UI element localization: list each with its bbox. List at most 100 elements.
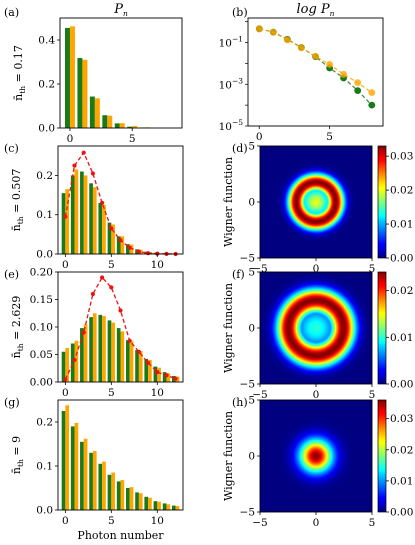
bar-orange-1 [74, 422, 79, 510]
bar-orange-5 [111, 224, 115, 254]
bar-orange-11 [166, 504, 171, 510]
fit-point-6 [118, 238, 123, 243]
bar-green-1 [70, 426, 75, 510]
bar-orange-1 [74, 169, 79, 254]
ytick-label: 0.15 [30, 294, 53, 306]
bar-green-7 [126, 244, 130, 254]
ytick-label: 0.2 [36, 170, 53, 182]
xtick-label: 0 [62, 387, 69, 399]
bar-orange-2 [83, 438, 88, 510]
bar-green-10 [153, 366, 158, 382]
bar-green-12 [171, 505, 176, 510]
xtick-label: 5 [108, 259, 115, 271]
ytick-label: −5 [240, 379, 255, 391]
bar-green-6 [116, 236, 121, 254]
panel-title: Pn [113, 2, 128, 18]
log-point-orange-0 [255, 25, 263, 33]
xtick-label: 0 [313, 389, 320, 401]
bar-orange-6 [120, 331, 125, 382]
panel-label: (b) [232, 6, 248, 19]
ytick-label: 0.1 [36, 209, 53, 221]
bar-orange-6 [120, 480, 125, 510]
y-axis-label: Wigner function [222, 157, 235, 247]
y-axis-label: n̄th = 9 [10, 436, 25, 474]
ytick-label: 0.2 [36, 417, 53, 429]
axes-frame [59, 17, 183, 129]
bar-orange-5 [132, 126, 138, 128]
bar-green-5 [107, 474, 112, 510]
bar-green-6 [116, 328, 121, 382]
fit-point-2 [81, 150, 86, 155]
bar-green-5 [127, 126, 133, 128]
colorbar-tick-label: 0.00 [390, 379, 413, 391]
fit-point-11 [164, 373, 169, 378]
bar-orange-4 [119, 123, 125, 128]
bar-green-4 [98, 202, 103, 254]
colorbar-tick-label: 0.00 [390, 253, 413, 265]
fit-point-5 [109, 285, 114, 290]
colorbar-tick-label: 0.02 [390, 185, 413, 197]
bar-orange-1 [82, 59, 88, 128]
bar-orange-4 [102, 461, 106, 510]
xtick-label: 0 [67, 133, 74, 145]
fit-point-6 [118, 308, 123, 313]
fit-point-0 [63, 214, 68, 219]
bar-orange-3 [92, 451, 97, 510]
bar-green-2 [89, 96, 95, 128]
colorbar-tick-label: 0.01 [390, 332, 413, 344]
wigner-heatmap [260, 272, 372, 384]
colorbar-tick-label: 0.01 [390, 475, 413, 487]
bar-orange-0 [65, 189, 70, 254]
fit-point-8 [136, 249, 141, 254]
y-axis-label: n̄th = 2.629 [10, 296, 25, 359]
fit-point-10 [155, 370, 160, 375]
log-line-orange [259, 28, 373, 94]
log-line-green [259, 28, 373, 106]
bar-orange-3 [92, 187, 97, 254]
fit-point-9 [146, 360, 151, 365]
bar-green-1 [77, 58, 83, 128]
fit-point-0 [63, 377, 68, 382]
xtick-label: 5 [108, 387, 115, 399]
ytick-label: 0.05 [30, 349, 53, 361]
bar-orange-3 [92, 313, 97, 382]
colorbar-tick-label: 0.01 [390, 219, 413, 231]
panel-b: 10−1 10−3 10−5 0 5 log Pn [219, 2, 384, 143]
ytick-label: 5 [248, 267, 255, 279]
wigner-heatmap [260, 146, 372, 258]
xtick-label: 10 [151, 387, 164, 399]
ytick-label: 0 [248, 451, 255, 463]
bar-orange-2 [94, 98, 100, 128]
fit-point-7 [127, 245, 132, 250]
panel-c: 0.0 0.1 0.2 0 5 10 n̄th = 0.507 [10, 145, 184, 271]
bar-green-11 [162, 503, 167, 510]
colorbar [377, 145, 387, 259]
bar-green-2 [80, 171, 84, 254]
xtick-label: −5 [252, 517, 267, 529]
fit-point-3 [90, 291, 95, 297]
bar-green-0 [61, 193, 66, 254]
xtick-label: 5 [108, 515, 115, 527]
panel-label: (h) [232, 396, 248, 409]
log-point-orange-8 [368, 89, 376, 96]
bar-green-6 [116, 481, 121, 510]
y-axis-label: Wigner function [222, 411, 235, 501]
bar-green-4 [98, 463, 103, 510]
bar-green-4 [98, 314, 103, 382]
bar-green-8 [135, 492, 139, 510]
log-point-orange-3 [298, 44, 305, 52]
ytick-label: −5 [240, 253, 255, 265]
fit-point-1 [72, 357, 77, 363]
bar-green-5 [107, 222, 112, 254]
xtick-label: 5 [326, 131, 333, 143]
colorbar [377, 399, 387, 513]
xtick-label: 10 [151, 515, 164, 527]
xtick-label: 5 [369, 263, 376, 275]
bar-green-2 [80, 441, 84, 510]
x-axis-label: Photon number [77, 529, 164, 542]
colorbar [377, 271, 387, 385]
colorbar-tick-label: 0.03 [390, 151, 413, 163]
bar-orange-6 [120, 236, 125, 254]
panel-label: (d) [232, 142, 248, 155]
